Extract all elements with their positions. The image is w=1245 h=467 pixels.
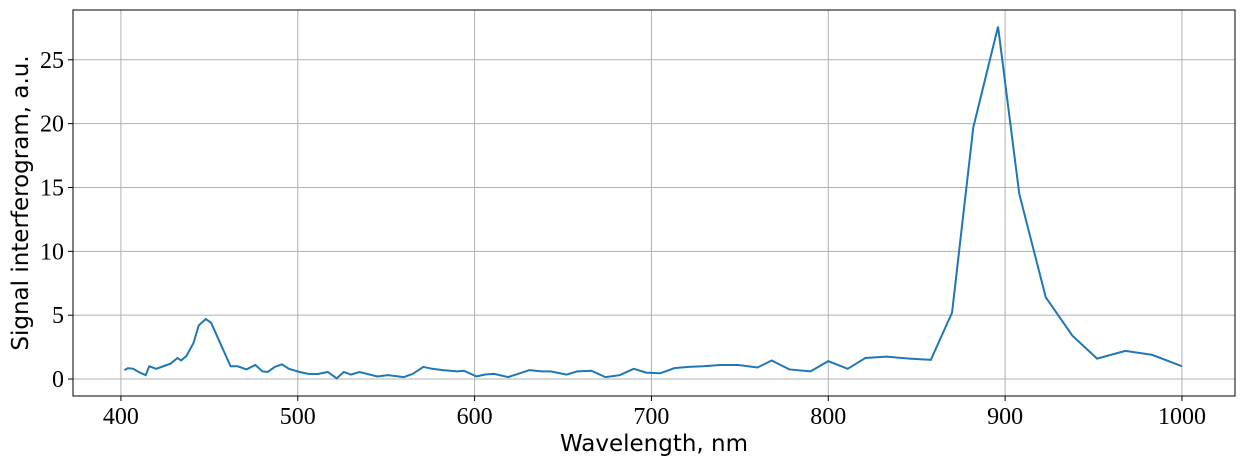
y-tick-label: 20 [40,112,64,138]
y-axis-label: Signal interferogram, a.u. [8,55,34,350]
x-tick-label: 800 [810,404,846,430]
data-line [123,26,1183,380]
x-tick-label: 700 [633,404,669,430]
x-tick-label: 500 [280,404,316,430]
x-tick-label: 600 [457,404,493,430]
x-tick-label: 1000 [1158,404,1206,430]
x-tick-label: 900 [987,404,1023,430]
y-tick-label: 0 [52,367,64,393]
x-axis-label: Wavelength, nm [560,431,748,457]
y-tick-label: 15 [40,175,64,201]
y-tick-label: 25 [40,48,64,74]
plot-frame [72,9,1236,397]
x-tick-label: 400 [103,404,139,430]
y-tick-label: 5 [52,303,64,329]
y-tick-label: 10 [40,239,64,265]
